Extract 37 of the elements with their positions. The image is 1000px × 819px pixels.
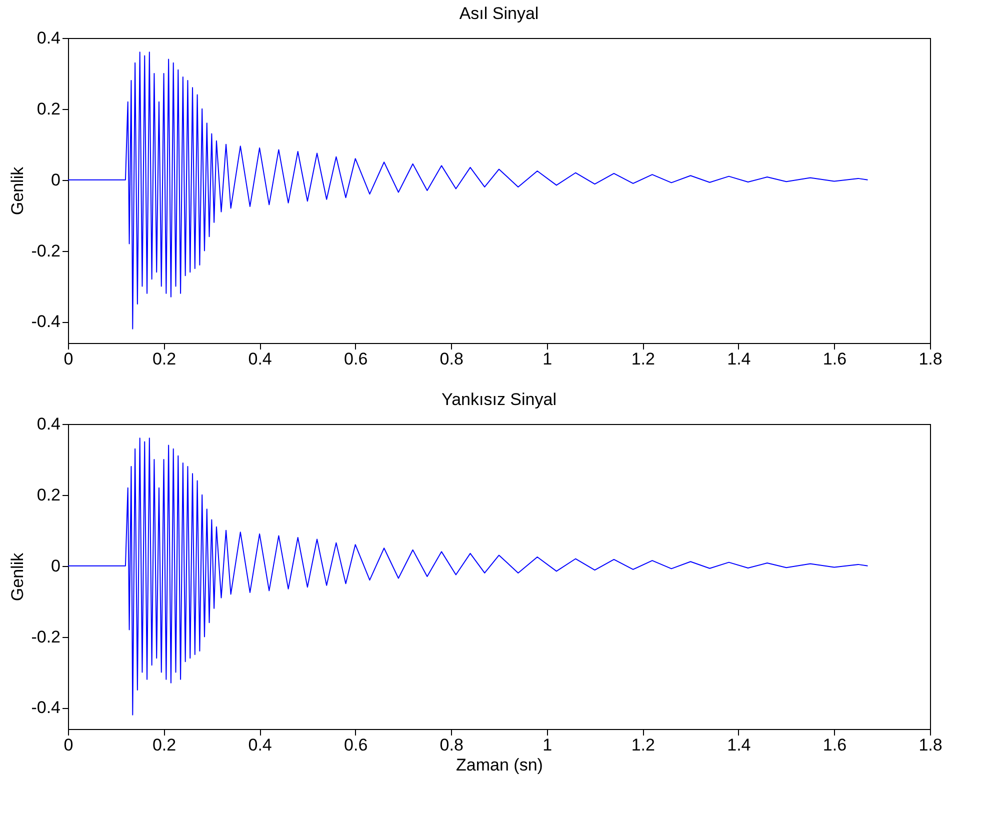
line-series (68, 52, 868, 330)
y-tick-label: -0.4 (31, 312, 60, 332)
x-tick-label: 1 (542, 736, 552, 754)
x-tick-label: 0.4 (248, 736, 272, 754)
y-tick-label: 0.2 (36, 99, 60, 118)
x-tick-label: 1.4 (727, 736, 751, 754)
x-tick-label: 0.2 (152, 736, 176, 754)
x-tick-label: 1.8 (918, 736, 942, 754)
y-tick-label: 0.2 (36, 485, 60, 504)
y-tick-label: -0.2 (31, 627, 60, 646)
x-tick-label: 0 (64, 736, 74, 754)
y-tick-label: 0.4 (36, 414, 60, 434)
x-tick-label: 1.2 (631, 350, 655, 368)
y-tick-label: -0.4 (31, 698, 60, 718)
x-tick-label: 1 (542, 350, 552, 368)
x-tick-label: 0.8 (440, 350, 464, 368)
x-axis-title: Zaman (sn) (456, 756, 543, 774)
y-axis-title: Genlik (8, 552, 28, 602)
x-tick-label: 1.6 (822, 350, 847, 368)
x-tick-label: 0.4 (248, 350, 272, 368)
chart-title: Asıl Sinyal (459, 4, 539, 23)
x-tick-label: 0 (64, 350, 74, 368)
x-tick-label: 0.2 (152, 350, 176, 368)
y-tick-label: 0.4 (36, 28, 60, 48)
x-tick-label: 1.4 (727, 350, 751, 368)
y-tick-label: -0.2 (31, 241, 60, 260)
y-axis-title: Genlik (8, 166, 28, 216)
x-tick-label: 0.6 (344, 350, 368, 368)
line-series (68, 438, 868, 716)
chart-title: Yankısız Sinyal (442, 390, 556, 409)
y-tick-label: 0 (51, 556, 60, 576)
x-tick-label: 1.6 (822, 736, 847, 754)
x-tick-label: 0.8 (440, 736, 464, 754)
x-tick-label: 0.6 (344, 736, 368, 754)
x-tick-label: 1.8 (918, 350, 942, 368)
x-tick-label: 1.2 (631, 736, 655, 754)
y-tick-label: 0 (51, 170, 60, 190)
